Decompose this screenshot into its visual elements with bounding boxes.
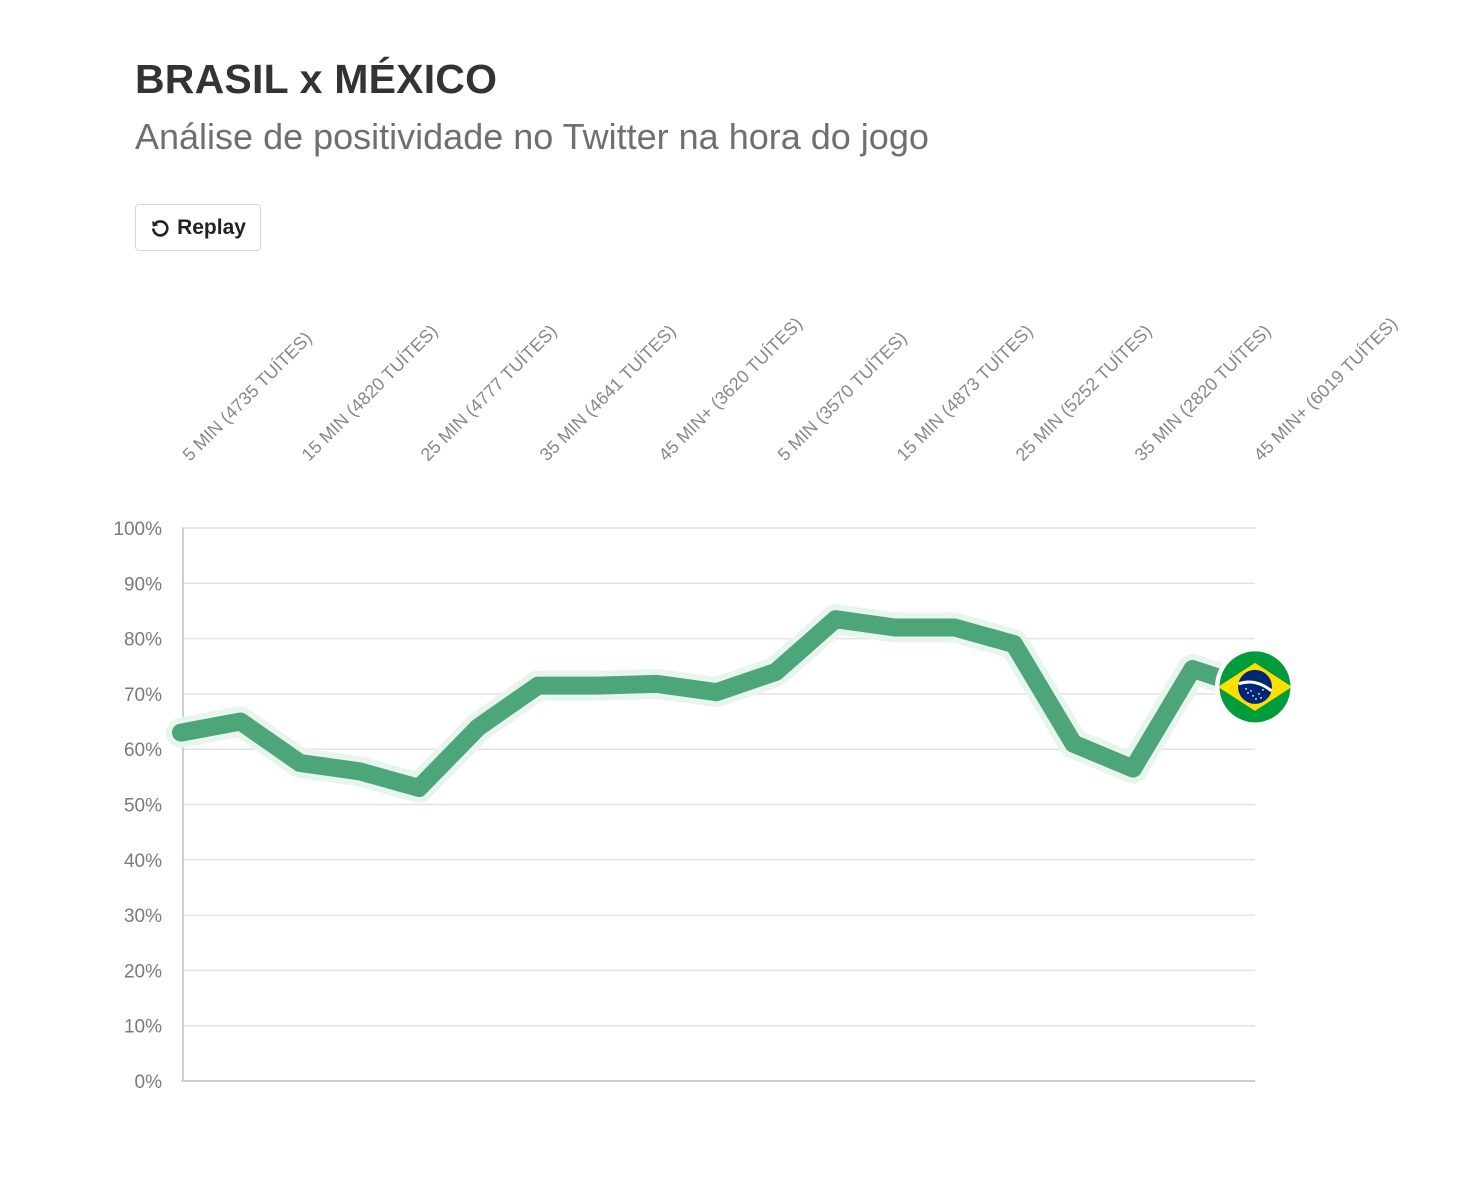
x-category-label: 25 MIN (4777 TUÍTES) <box>417 321 561 465</box>
flag-star <box>1252 694 1254 697</box>
flag-star <box>1245 687 1247 690</box>
flag-star <box>1262 688 1264 691</box>
flag-star <box>1260 696 1262 699</box>
replay-label: Replay <box>177 215 246 239</box>
x-category-label: 25 MIN (5252 TUÍTES) <box>1012 321 1156 465</box>
flag-star <box>1255 697 1257 700</box>
flag-body <box>1219 651 1291 723</box>
y-tick-label: 100% <box>113 519 162 540</box>
y-tick-label: 50% <box>124 796 162 817</box>
x-category-label: 35 MIN (4641 TUÍTES) <box>536 321 680 465</box>
y-tick-label: 20% <box>124 961 162 982</box>
replay-button[interactable]: Replay <box>135 204 261 251</box>
y-tick-label: 10% <box>124 1017 162 1038</box>
series-line <box>172 610 1261 797</box>
flag-star <box>1258 692 1260 695</box>
flag-star <box>1250 689 1252 692</box>
y-tick-label: 0% <box>135 1072 163 1093</box>
flag-star <box>1247 691 1249 694</box>
brazil-flag-icon <box>1215 646 1295 727</box>
flag-band <box>1237 680 1273 693</box>
y-tick-label: 40% <box>124 851 162 872</box>
x-category-label: 5 MIN (4735 TUÍTES) <box>179 328 316 465</box>
y-tick-label: 90% <box>124 574 162 595</box>
y-tick-label: 80% <box>124 630 162 651</box>
replay-icon <box>150 218 170 238</box>
chart-subtitle: Análise de positividade no Twitter na ho… <box>135 116 929 157</box>
x-category-label: 15 MIN (4873 TUÍTES) <box>893 321 1037 465</box>
y-tick-label: 60% <box>124 740 162 761</box>
chart-title: BRASIL x MÉXICO <box>135 56 498 102</box>
flag-globe <box>1238 669 1272 704</box>
x-category-label: 35 MIN (2820 TUÍTES) <box>1131 321 1275 465</box>
y-tick-label: 30% <box>124 906 162 927</box>
x-category-label: 15 MIN (4820 TUÍTES) <box>298 321 442 465</box>
x-category-label: 5 MIN (3570 TUÍTES) <box>774 328 911 465</box>
y-tick-label: 70% <box>124 685 162 706</box>
